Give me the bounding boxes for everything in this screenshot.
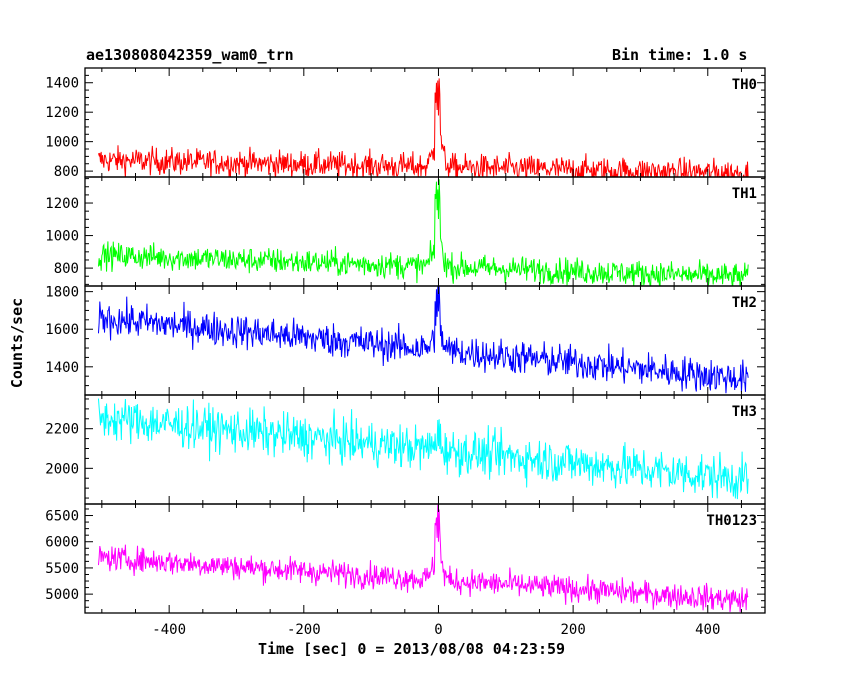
y-tick-label: 1600: [45, 322, 79, 338]
y-tick-label: 6500: [45, 509, 79, 525]
panel-th1: 800 1000 1200 TH1: [45, 176, 766, 287]
y-tick-label: 1000: [45, 135, 79, 151]
panel-th3: 2000 2200 TH3: [45, 394, 766, 505]
y-tick-label: 1800: [45, 285, 79, 301]
x-tick-label: 0: [434, 622, 442, 638]
panel-label: TH3: [732, 404, 757, 420]
x-tick-label: 400: [695, 622, 720, 638]
y-tick-label: 800: [54, 261, 79, 277]
y-tick-label: 1200: [45, 105, 79, 121]
y-axis-label: Counts/sec: [8, 297, 27, 389]
panel-th0123: 5000 5500 6000 6500 TH0123 -400 -200 0 200 400: [45, 503, 766, 638]
y-tick-label: 1400: [45, 360, 79, 376]
panel-th0: 800 1000 1200 1400 TH0: [45, 67, 766, 180]
bin-time-label: Bin time: 1.0 s: [612, 46, 748, 64]
x-tick-label: 200: [560, 622, 585, 638]
y-tick-label: 2200: [45, 422, 79, 438]
series-th2: [97, 286, 749, 394]
x-tick-label: -200: [287, 622, 321, 638]
panel-frame: [84, 285, 766, 396]
y-tick-label: 1200: [45, 196, 79, 212]
panel-label: TH0123: [706, 513, 757, 529]
x-tick-label: -400: [152, 622, 186, 638]
series-th0: [97, 78, 749, 177]
y-tick-label: 1000: [45, 229, 79, 245]
y-tick-label: 800: [54, 164, 79, 180]
panel-label: TH1: [732, 186, 757, 202]
x-axis-label: Time [sec] 0 = 2013/08/08 04:23:59: [258, 640, 566, 658]
series-th1: [97, 179, 749, 286]
panel-frame: [84, 503, 766, 614]
y-tick-label: 5500: [45, 561, 79, 577]
series-th3: [97, 398, 749, 500]
y-tick-label: 1400: [45, 76, 79, 92]
panel-label: TH2: [732, 295, 757, 311]
y-tick-label: 2000: [45, 461, 79, 477]
chart-title: ae130808042359_wam0_trn: [86, 46, 294, 64]
panel-th2: 1400 1600 1800 TH2: [45, 285, 766, 396]
y-tick-label: 5000: [45, 587, 79, 603]
panel-label: TH0: [732, 77, 757, 93]
y-tick-label: 6000: [45, 535, 79, 551]
series-th0123: [97, 504, 749, 613]
